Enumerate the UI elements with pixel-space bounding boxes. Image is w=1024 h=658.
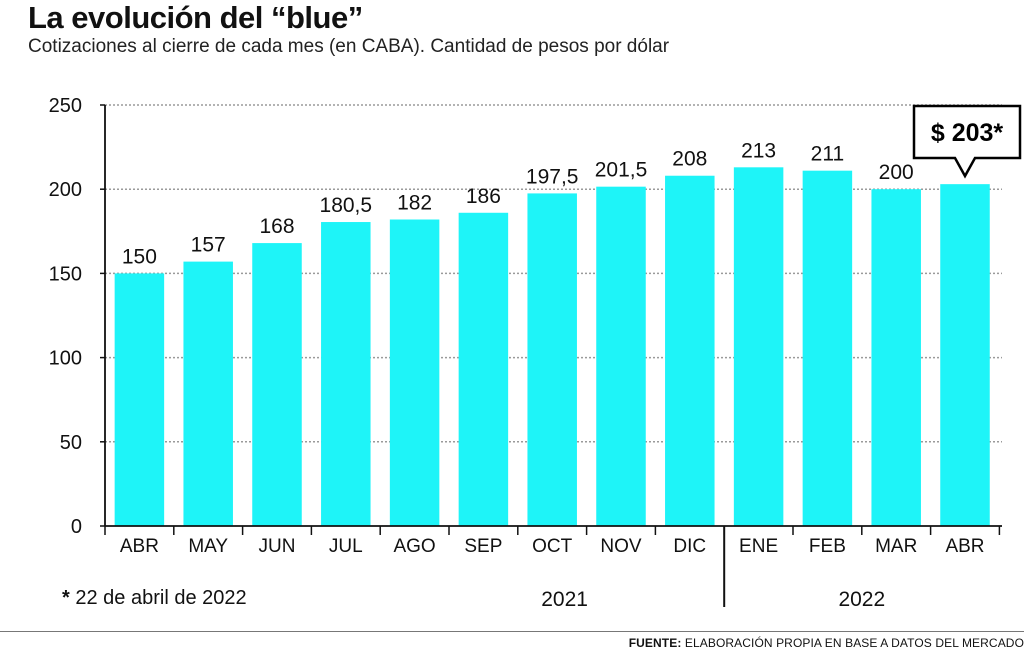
year-label-2021: 2021: [541, 588, 588, 611]
xtick-label-12: ABR: [945, 536, 984, 557]
callout-box: [912, 104, 1022, 179]
xtick-label-8: DIC: [673, 536, 706, 557]
axes: [100, 104, 1002, 607]
bar-value-label-3: 180,5: [320, 194, 373, 217]
source-text: ELABORACIÓN PROPIA EN BASE A DATOS DEL M…: [684, 636, 1024, 650]
bar-11: [871, 189, 921, 526]
chart-subtitle: Cotizaciones al cierre de cada mes (en C…: [28, 36, 670, 57]
xtick-label-5: SEP: [464, 536, 502, 557]
bar-6: [527, 193, 577, 526]
xtick-label-10: FEB: [809, 536, 846, 557]
footnote-text: 22 de abril de 2022: [75, 587, 247, 609]
footnote-star: *: [62, 587, 70, 609]
xtick-label-11: MAR: [875, 536, 917, 557]
source-label: FUENTE:: [628, 636, 682, 650]
footer-divider: [0, 631, 1024, 632]
bar-4: [389, 219, 440, 526]
ytick-label-200: 200: [49, 179, 82, 201]
bar-5: [458, 212, 509, 526]
year-label-2022: 2022: [838, 588, 885, 611]
source-credit: FUENTE: ELABORACIÓN PROPIA EN BASE A DAT…: [629, 636, 1024, 650]
bar-10: [802, 170, 853, 526]
bars: [114, 167, 990, 527]
bar-1: [183, 261, 233, 526]
xtick-label-0: ABR: [120, 536, 159, 557]
bar-value-label-4: 182: [397, 192, 432, 215]
callout-text: $ 203*: [931, 119, 1004, 147]
bar-value-label-2: 168: [259, 215, 294, 238]
bar-12: [940, 184, 990, 526]
xtick-label-9: ENE: [739, 536, 778, 557]
ytick-label-250: 250: [49, 95, 82, 117]
bar-9: [733, 167, 784, 527]
chart-title: La evolución del “blue”: [28, 0, 363, 35]
footnote: * 22 de abril de 2022: [62, 587, 247, 610]
xtick-label-3: JUL: [329, 536, 363, 557]
bar-value-label-5: 186: [466, 185, 501, 208]
bar-value-label-9: 213: [741, 139, 776, 162]
xtick-label-6: OCT: [532, 536, 573, 557]
bar-chart: 0 50 100 150 200 250 150 ABR 157 MAY 168 JUN 180,5 JU…: [49, 95, 1022, 611]
ytick-label-0: 0: [71, 516, 82, 538]
callout: $ 203*: [912, 104, 1022, 179]
bar-value-label-10: 211: [811, 143, 844, 166]
bar-7: [596, 186, 646, 526]
xtick-label-7: NOV: [600, 536, 642, 557]
bar-0: [114, 273, 165, 526]
labels: 0 50 100 150 200 250 150 ABR 157 MAY 168 JUN 180,5 JU…: [49, 95, 985, 611]
ytick-label-50: 50: [60, 432, 82, 454]
bar-value-label-7: 201,5: [595, 159, 648, 182]
bar-value-label-8: 208: [672, 148, 707, 171]
xtick-label-1: MAY: [188, 536, 228, 557]
ytick-label-150: 150: [49, 263, 82, 285]
xtick-label-2: JUN: [259, 536, 296, 557]
ytick-label-100: 100: [49, 348, 82, 370]
bar-value-label-0: 150: [122, 245, 157, 268]
bar-value-label-11: 200: [879, 161, 914, 184]
bar-3: [321, 222, 371, 526]
bar-8: [665, 175, 715, 526]
bar-value-label-1: 157: [191, 234, 226, 257]
xtick-label-4: AGO: [393, 536, 435, 557]
bar-value-label-6: 197,5: [526, 165, 579, 188]
bar-2: [252, 243, 302, 526]
